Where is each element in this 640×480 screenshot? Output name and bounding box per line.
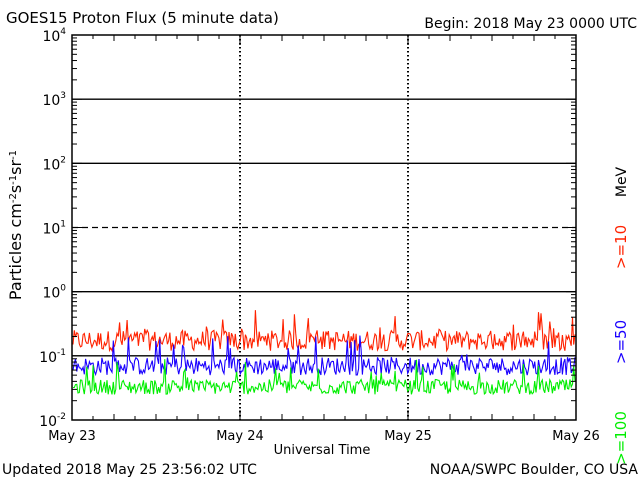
credit-text: NOAA/SWPC Boulder, CO USA <box>430 462 639 478</box>
legend-ge50: >=50 <box>612 320 630 364</box>
y-tick-label: 10-2 <box>39 412 66 430</box>
series-line-ge50 <box>72 335 576 377</box>
legend-ge10: >=10 <box>612 225 630 269</box>
x-tick-labels: May 23 May 24 May 25 May 26 <box>48 429 600 444</box>
x-tick-label: May 25 <box>384 429 432 444</box>
legend-ge100: >=100 <box>612 411 630 465</box>
y-tick-label: 103 <box>42 91 66 109</box>
x-tick-label: May 24 <box>216 429 264 444</box>
x-axis-label: Universal Time <box>274 443 371 458</box>
legend-unit: MeV <box>614 166 630 197</box>
flux-series <box>72 310 576 396</box>
y-tick-label: 104 <box>42 27 66 45</box>
y-tick-labels: 104 103 102 101 100 10-1 10-2 <box>39 27 66 430</box>
chart-title: GOES15 Proton Flux (5 minute data) <box>6 9 279 27</box>
x-tick-label: May 23 <box>48 429 96 444</box>
begin-time: Begin: 2018 May 23 0000 UTC <box>424 16 637 32</box>
plot-frame <box>71 34 577 421</box>
threshold-lines <box>72 35 576 420</box>
series-line-ge10 <box>72 310 576 353</box>
y-axis-label: Particles cm-2s-1sr-1 <box>6 150 25 300</box>
y-tick-label: 101 <box>42 220 66 238</box>
y-tick-label: 10-1 <box>39 348 66 366</box>
series-line-ge100 <box>73 359 576 396</box>
updated-time: Updated 2018 May 25 23:56:02 UTC <box>2 462 257 478</box>
x-tick-label: May 26 <box>552 429 600 444</box>
y-tick-label: 100 <box>42 284 66 302</box>
y-tick-label: 102 <box>42 155 66 173</box>
